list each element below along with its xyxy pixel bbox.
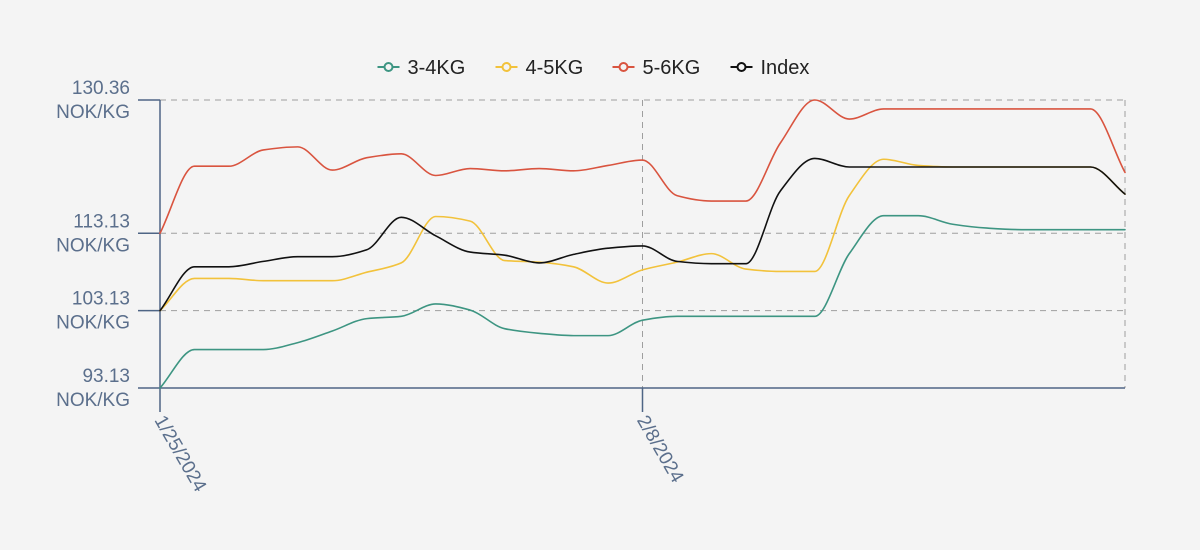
legend-item[interactable]: 5-6KG: [612, 57, 701, 79]
series-line-5-6kg: [159, 99, 1126, 235]
y-tick-unit: NOK/KG: [56, 102, 130, 123]
y-axis-tick-labels: 130.36 NOK/KG 113.13 NOK/KG 103.13 NOK/KG 93.1…: [56, 78, 130, 411]
legend-label: Index: [761, 57, 810, 79]
y-tick-label: 93.13: [82, 366, 130, 387]
x-tick-label: 1/25/2024: [150, 412, 211, 496]
legend-marker-icon: [618, 62, 629, 72]
legend-label: 5-6KG: [643, 57, 701, 79]
series-line-3-4kg: [159, 214, 1126, 389]
series-lines: [159, 99, 1126, 389]
legend-item[interactable]: Index: [730, 57, 810, 79]
series-line-index: [159, 157, 1126, 312]
legend-marker-icon: [383, 62, 394, 72]
legend-label: 4-5KG: [526, 57, 584, 79]
x-tick-label: 2/8/2024: [632, 412, 687, 487]
x-axis-tick-labels: 1/25/2024 2/8/2024: [150, 412, 688, 496]
y-tick-label: 130.36: [72, 78, 130, 99]
gridlines: [160, 99, 1126, 389]
y-tick-label: 113.13: [73, 211, 130, 232]
legend-item[interactable]: 3-4KG: [377, 57, 466, 79]
y-tick-label: 103.13: [72, 289, 130, 310]
y-tick-unit: NOK/KG: [56, 390, 130, 411]
y-tick-unit: NOK/KG: [56, 235, 130, 256]
legend-marker-icon: [501, 62, 512, 72]
legend-label: 3-4KG: [408, 57, 466, 79]
legend-item[interactable]: 4-5KG: [495, 57, 584, 79]
axes: [138, 99, 1125, 412]
y-tick-unit: NOK/KG: [56, 313, 130, 334]
legend-marker-icon: [736, 62, 747, 72]
legend: 3-4KG 4-5KG 5-6KG Index: [377, 57, 810, 79]
